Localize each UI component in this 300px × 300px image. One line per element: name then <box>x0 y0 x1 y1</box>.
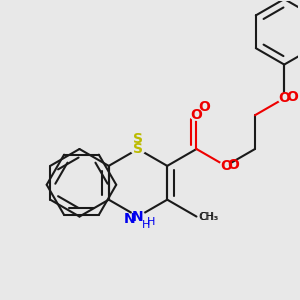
Text: S: S <box>133 132 143 146</box>
Text: N: N <box>123 212 135 226</box>
Ellipse shape <box>131 211 145 223</box>
Text: H: H <box>142 220 150 230</box>
Text: O: O <box>190 108 202 122</box>
Ellipse shape <box>190 110 202 120</box>
Text: O: O <box>286 90 298 104</box>
Text: CH₃: CH₃ <box>200 212 219 222</box>
Ellipse shape <box>131 143 145 155</box>
Text: S: S <box>133 142 143 156</box>
Ellipse shape <box>278 93 290 103</box>
Text: O: O <box>199 100 210 114</box>
Text: N: N <box>132 210 144 224</box>
Text: O: O <box>220 159 232 173</box>
Text: O: O <box>278 91 290 105</box>
Text: H: H <box>147 217 155 226</box>
Ellipse shape <box>220 161 232 171</box>
Text: CH₃: CH₃ <box>199 212 218 222</box>
Text: O: O <box>228 158 240 172</box>
